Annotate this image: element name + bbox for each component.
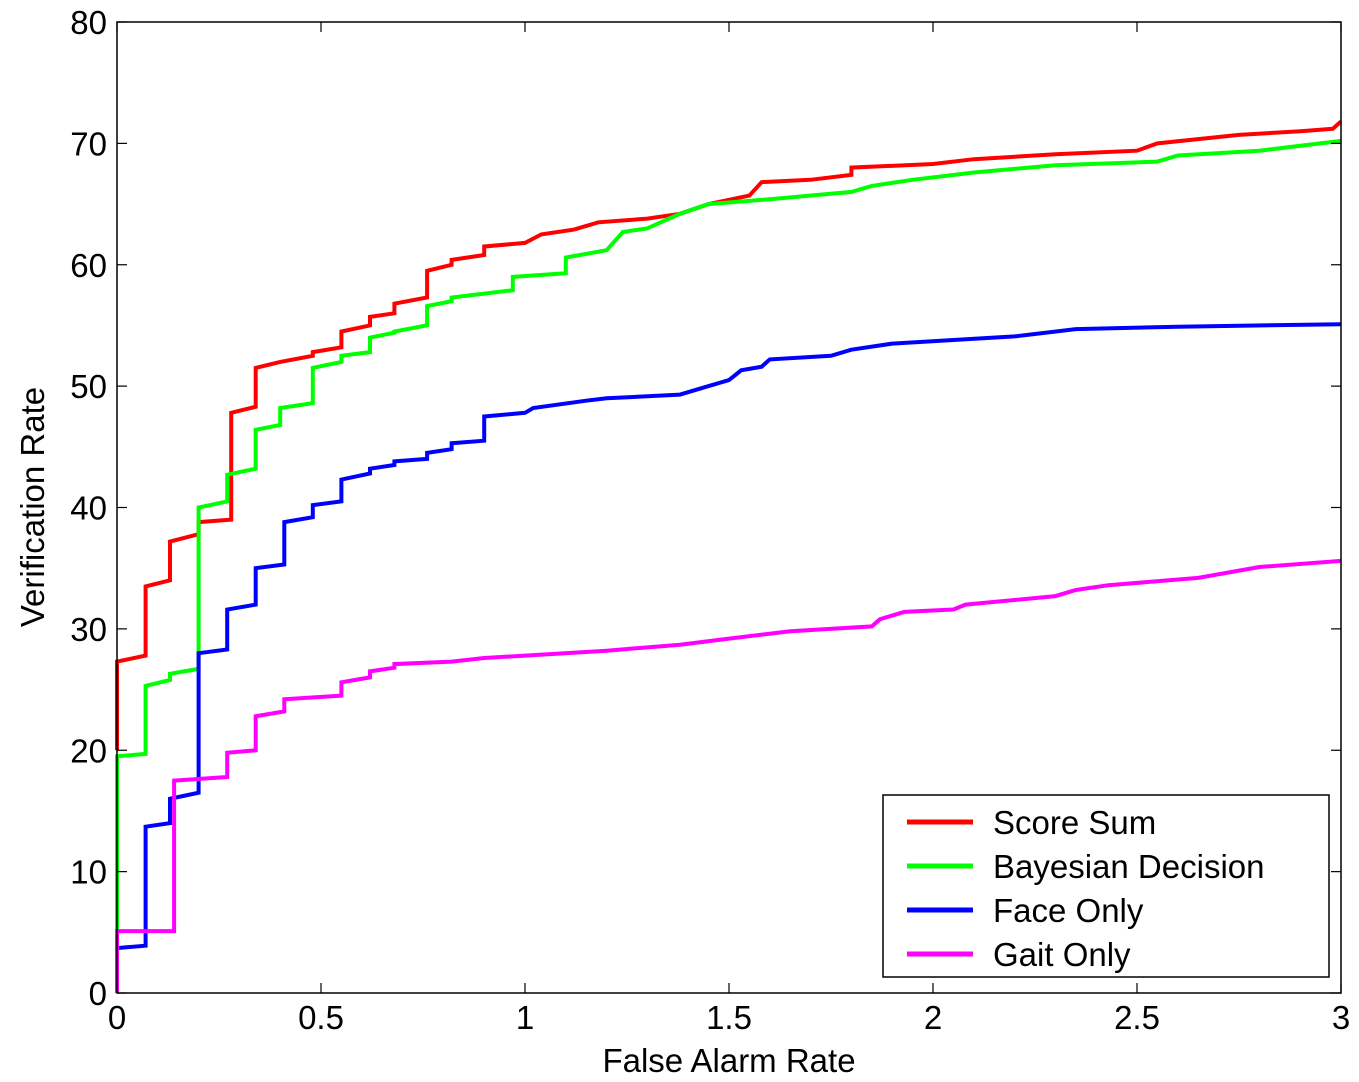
y-tick-label: 40 — [70, 490, 107, 527]
legend-label: Face Only — [993, 892, 1144, 929]
series-line-score-sum — [115, 120, 1343, 751]
series-line-face-only — [116, 322, 1342, 951]
series-line-gait-only — [115, 558, 1342, 993]
x-tick-label: 1 — [516, 999, 534, 1036]
series-layer — [115, 120, 1343, 993]
legend-label: Score Sum — [993, 804, 1156, 841]
x-tick-label: 2 — [924, 999, 942, 1036]
x-tick-label: 0.5 — [298, 999, 344, 1036]
x-tick-label: 0 — [108, 999, 126, 1036]
x-axis-title: False Alarm Rate — [602, 1042, 855, 1079]
y-tick-label: 50 — [70, 368, 107, 405]
y-tick-label: 10 — [70, 854, 107, 891]
y-tick-label: 30 — [70, 611, 107, 648]
legend-box — [882, 794, 1330, 978]
x-tick-label: 1.5 — [706, 999, 752, 1036]
x-tick-label: 2.5 — [1114, 999, 1160, 1036]
y-axis-title: Verification Rate — [14, 387, 51, 627]
y-tick-label: 80 — [70, 4, 107, 41]
y-tick-label: 70 — [70, 125, 107, 162]
y-tick-label: 20 — [70, 732, 107, 769]
y-tick-label: 60 — [70, 247, 107, 284]
legend-label: Gait Only — [993, 936, 1131, 973]
y-tick-label: 0 — [89, 975, 107, 1012]
series-line-bayesian-decision — [115, 138, 1342, 933]
x-tick-label: 3 — [1332, 999, 1350, 1036]
legend-label: Bayesian Decision — [993, 848, 1264, 885]
legend: Score Sum Bayesian Decision Face Only Gait … — [882, 794, 1330, 978]
